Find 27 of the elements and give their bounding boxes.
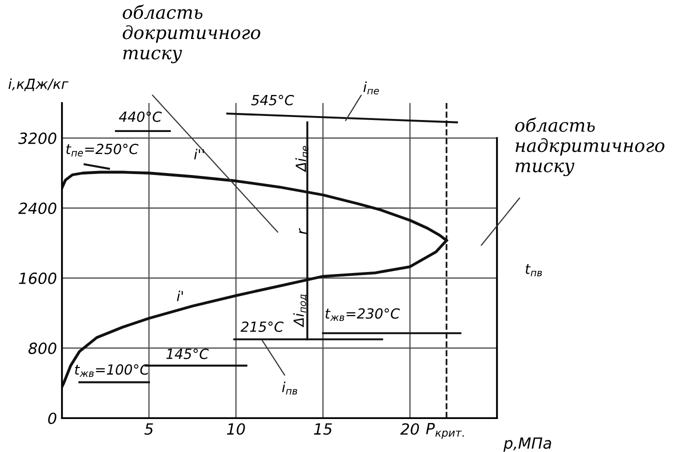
x-tick-label: 10 bbox=[227, 423, 245, 435]
annotation: 545°C bbox=[251, 94, 294, 106]
annotation: t$_{жв}$=230°C bbox=[326, 308, 400, 321]
text: i$_{пе}$ bbox=[363, 81, 379, 94]
annotation: 145°C bbox=[166, 348, 209, 360]
annotation: i' bbox=[176, 290, 183, 302]
annotation: i'' bbox=[194, 148, 204, 160]
x-axis-title: p,МПа bbox=[503, 437, 552, 452]
x-tick-label: 20 bbox=[400, 423, 419, 435]
annotation: i$_{пв}$ bbox=[282, 382, 298, 394]
y-tick-label: 0 bbox=[48, 412, 56, 424]
y-tick-label: 2400 bbox=[18, 202, 56, 214]
x-tick-label: 15 bbox=[314, 423, 332, 435]
annotation: t$_{пе}$=250°C bbox=[66, 144, 138, 156]
x-tick-label: 5 bbox=[144, 423, 153, 435]
x-tick-label: P$_{крит.}$ bbox=[426, 422, 464, 439]
y-tick-label: 3200 bbox=[18, 132, 56, 144]
annotation: Δi$_{пе}$ bbox=[295, 146, 308, 172]
annotation: 215°C bbox=[240, 321, 284, 332]
y-tick-label: 1600 bbox=[18, 272, 56, 284]
text: область надкритичного тиску bbox=[515, 117, 664, 176]
y-axis-title: i,кДж/кг bbox=[8, 78, 68, 92]
annotation: r bbox=[299, 228, 307, 234]
y-tick-label: 800 bbox=[28, 342, 56, 354]
annotation: Δi$_{под}$ bbox=[293, 294, 308, 328]
text: t$_{пв}$ bbox=[526, 264, 542, 276]
text: область докритичного тиску bbox=[122, 4, 260, 64]
